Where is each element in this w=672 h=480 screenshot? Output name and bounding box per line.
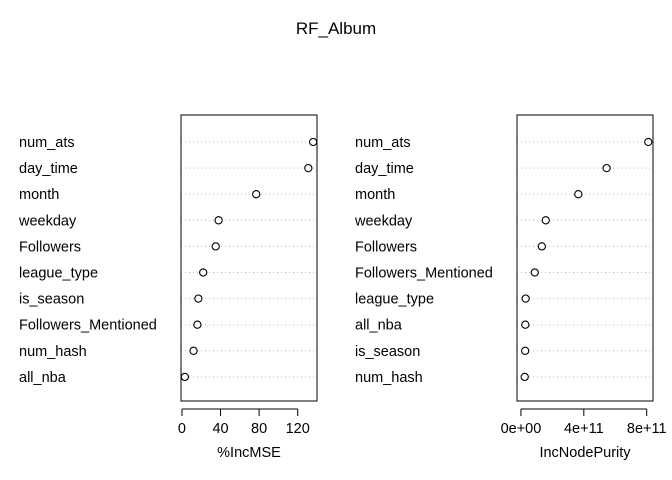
incmse-row-label: num_ats xyxy=(19,135,75,151)
incmse-row-label: league_type xyxy=(19,266,98,282)
purity-row-label: weekday xyxy=(354,213,413,229)
purity-row-label: league_type xyxy=(355,292,434,308)
purity-tick-label: 8e+11 xyxy=(627,421,667,437)
purity-x-axis-title: IncNodePurity xyxy=(539,445,631,461)
incmse-point xyxy=(308,137,318,147)
incmse-point xyxy=(199,268,208,277)
purity-point xyxy=(574,190,583,199)
purity-point xyxy=(520,372,529,382)
purity-plot-box xyxy=(516,114,654,402)
incmse-point xyxy=(214,216,223,225)
purity-row-label: day_time xyxy=(355,161,414,177)
purity-point xyxy=(521,320,530,329)
incmse-row-label: weekday xyxy=(18,213,77,229)
incmse-point xyxy=(180,372,190,382)
purity-row-label: is_season xyxy=(355,344,420,360)
purity-row-label: month xyxy=(355,187,395,203)
incmse-tick-label: 80 xyxy=(251,421,267,437)
purity-point xyxy=(530,268,539,277)
incmse-row-label: is_season xyxy=(19,292,84,308)
incmse-point xyxy=(304,163,313,173)
incmse-point xyxy=(189,346,198,355)
incmse-tick-label: 120 xyxy=(286,421,310,437)
incmse-tick-label: 0 xyxy=(178,421,186,437)
purity-point xyxy=(521,294,530,303)
incmse-point xyxy=(193,320,202,329)
incmse-row-label: all_nba xyxy=(19,370,67,386)
purity-point xyxy=(644,137,653,147)
incmse-row-label: month xyxy=(19,187,59,203)
incmse-row-label: Followers xyxy=(19,239,81,255)
incmse-row-label: num_hash xyxy=(19,344,87,360)
purity-point xyxy=(602,163,611,173)
incmse-x-axis-title: %IncMSE xyxy=(217,445,281,461)
purity-point xyxy=(521,346,530,355)
purity-row-label: num_hash xyxy=(355,370,423,386)
chart-title: RF_Album xyxy=(296,19,376,38)
incmse-tick-label: 40 xyxy=(212,421,228,437)
purity-tick-label: 0e+00 xyxy=(501,421,542,437)
purity-row-label: Followers_Mentioned xyxy=(355,266,493,282)
purity-row-label: num_ats xyxy=(355,135,411,151)
incmse-point xyxy=(194,294,203,303)
incmse-row-label: Followers_Mentioned xyxy=(19,318,157,334)
purity-row-label: all_nba xyxy=(355,318,403,334)
purity-row-label: Followers xyxy=(355,239,417,255)
purity-point xyxy=(541,216,550,225)
incmse-point xyxy=(252,190,261,199)
incmse-plot-box xyxy=(180,114,318,402)
purity-tick-label: 4e+11 xyxy=(564,421,604,437)
purity-point xyxy=(537,242,546,251)
incmse-point xyxy=(211,242,220,251)
incmse-row-label: day_time xyxy=(19,161,78,177)
